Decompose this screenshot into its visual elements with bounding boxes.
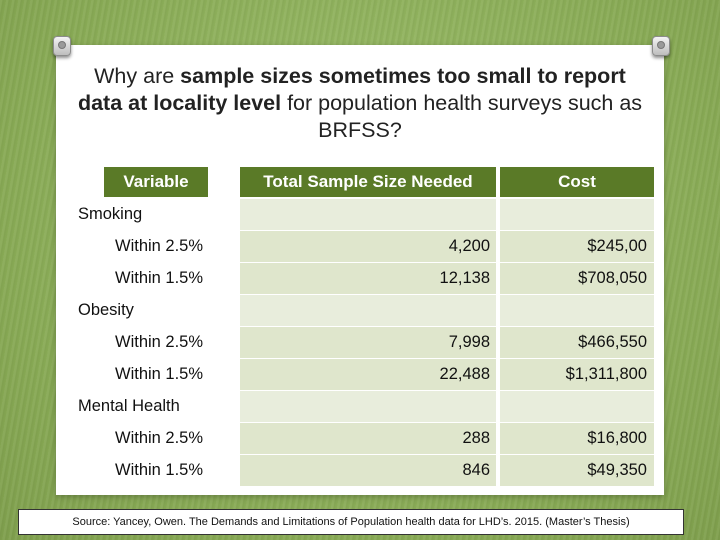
group-label: Smoking [78,205,143,223]
sample-size-value: 12,138 [439,269,490,287]
sample-cell [240,263,496,294]
cost-cell [500,263,654,294]
group-row-smoking: Smoking [74,199,654,230]
empty-cell [240,295,496,326]
group-label: Obesity [78,301,134,319]
cost-value: $466,550 [578,333,647,351]
empty-cell [500,199,654,230]
sample-size-value: 7,998 [448,333,490,351]
sample-size-value: 846 [462,461,490,479]
empty-cell [240,199,496,230]
cost-cell [500,327,654,358]
row-label: Within 2.5% [115,333,204,351]
sample-cell [240,423,496,454]
cost-value: $49,350 [587,461,647,479]
title-bold: sample sizes sometimes too small to repo… [77,64,626,115]
table-row: Within 1.5% 12,138 $708,050 [74,263,654,294]
sample-size-value: 288 [462,429,490,447]
slide-title: Why are sample sizes sometimes too small… [74,63,646,144]
group-row-mental-health: Mental Health [74,391,654,422]
sample-cell [240,359,496,390]
sample-cell [240,455,496,486]
header-variable: Variable [104,167,208,197]
cost-value: $708,050 [578,269,647,287]
sample-size-value: 22,488 [439,365,490,383]
row-label: Within 1.5% [115,269,204,287]
cost-value: $16,800 [587,429,647,447]
cost-value: $1,311,800 [565,365,647,383]
source-citation: Source: Yancey, Owen. The Demands and Li… [18,509,684,535]
table-row: Within 2.5% 288 $16,800 [74,423,654,454]
cost-cell [500,231,654,262]
header-sample-size: Total Sample Size Needed [240,167,496,197]
table-row: Within 1.5% 846 $49,350 [74,455,654,486]
sample-cell [240,327,496,358]
table-row: Within 1.5% 22,488 $1,311,800 [74,359,654,390]
group-row-obesity: Obesity [74,295,654,326]
title-part-1: Why are [94,64,181,88]
row-label: Within 1.5% [115,461,204,479]
group-label: Mental Health [78,397,180,415]
cost-value: $245,00 [587,237,647,255]
empty-cell [500,391,654,422]
pushpin-icon [53,36,71,56]
empty-cell [240,391,496,422]
header-cost: Cost [500,167,654,197]
cost-cell [500,423,654,454]
table-row: Within 2.5% 4,200 $245,00 [74,231,654,262]
table-row: Within 2.5% 7,998 $466,550 [74,327,654,358]
row-label: Within 2.5% [115,429,204,447]
pushpin-icon [652,36,670,56]
row-label: Within 1.5% [115,365,204,383]
cost-cell [500,359,654,390]
sample-size-value: 4,200 [448,237,490,255]
empty-cell [500,295,654,326]
sample-cell [240,231,496,262]
title-part-2: for population health surveys such as BR… [281,91,643,142]
row-label: Within 2.5% [115,237,204,255]
cost-cell [500,455,654,486]
